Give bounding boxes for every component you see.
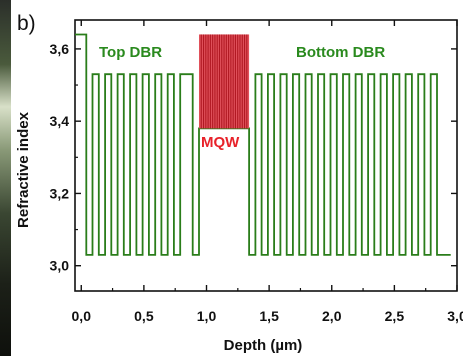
x-axis-title: Depth (µm) <box>224 337 303 354</box>
background-photo-strip <box>0 0 11 356</box>
x-tick-label: 2,5 <box>385 308 405 324</box>
y-axis-title: Refractive index <box>15 111 32 228</box>
series-layer <box>75 33 451 256</box>
plot-frame <box>74 19 458 292</box>
annotation-top-dbr: Top DBR <box>99 44 162 61</box>
y-tick-label: 3,2 <box>50 185 70 201</box>
y-tick-label: 3,4 <box>50 113 70 129</box>
x-tick-label: 2,0 <box>322 308 342 324</box>
mqw-layer <box>198 34 250 129</box>
annotation-bottom-dbr: Bottom DBR <box>296 44 385 61</box>
annotation-mqw: MQW <box>201 134 240 151</box>
x-tick-label: 1,0 <box>197 308 217 324</box>
x-tick-label: 1,5 <box>259 308 279 324</box>
y-tick-label: 3,0 <box>50 258 70 274</box>
y-tick-label: 3,6 <box>50 41 70 57</box>
x-tick-label: 3,0 <box>447 308 463 324</box>
ticks-layer: 0,0 0,5 1,0 1,5 2,0 2,5 3,0 3,0 3,2 3,4 3,6 <box>50 20 463 324</box>
series-line-0 <box>75 33 451 256</box>
panel-label: b) <box>17 12 36 35</box>
x-tick-label: 0,0 <box>72 308 92 324</box>
x-tick-label: 0,5 <box>134 308 154 324</box>
